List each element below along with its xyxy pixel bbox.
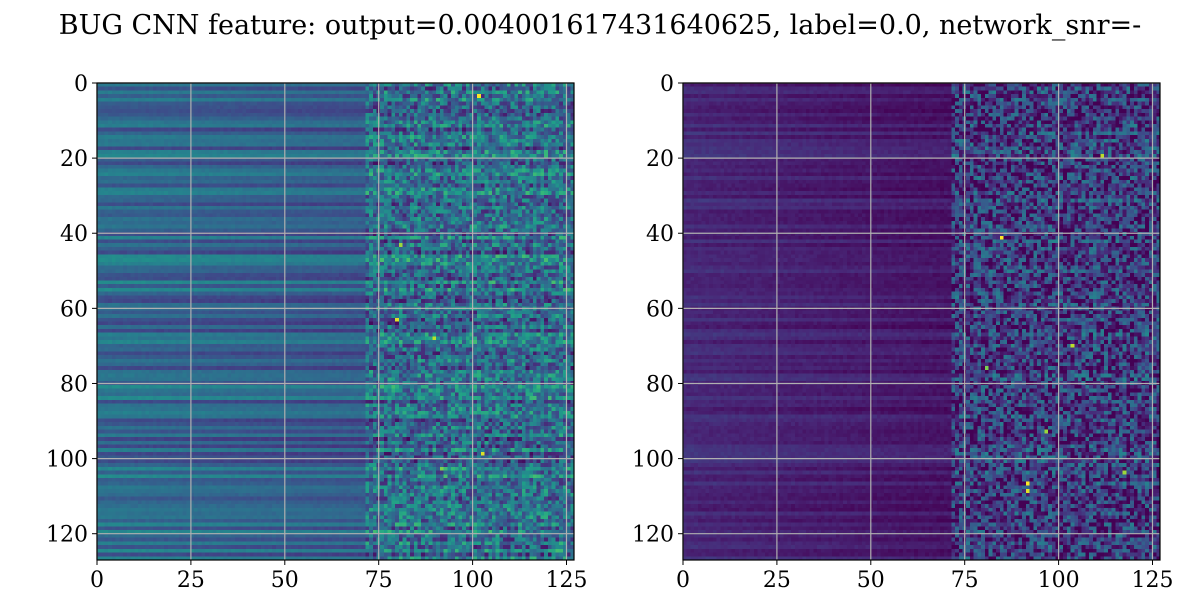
y-tick-label: 0 bbox=[74, 72, 88, 97]
x-tick-label: 75 bbox=[951, 568, 979, 593]
figure-title: BUG CNN feature: output=0.00400161743164… bbox=[59, 10, 1142, 41]
y-tick-label: 0 bbox=[660, 72, 674, 97]
y-tick-label: 60 bbox=[60, 297, 88, 322]
y-tick-label: 40 bbox=[646, 222, 674, 247]
heatmap-image bbox=[97, 83, 574, 560]
x-tick-label: 125 bbox=[1131, 568, 1173, 593]
y-tick-label: 120 bbox=[632, 523, 674, 548]
x-tick-label: 75 bbox=[365, 568, 393, 593]
x-tick-label: 0 bbox=[90, 568, 104, 593]
y-tick-label: 60 bbox=[646, 297, 674, 322]
x-tick-label: 100 bbox=[452, 568, 494, 593]
y-tick-label: 20 bbox=[60, 147, 88, 172]
x-tick-label: 50 bbox=[857, 568, 885, 593]
y-tick-label: 80 bbox=[646, 372, 674, 397]
x-tick-label: 50 bbox=[271, 568, 299, 593]
y-tick-label: 100 bbox=[46, 448, 88, 473]
heatmap-panel-left: 0 25 50 75 100 125 0 20 40 60 80 100 120 bbox=[46, 72, 587, 593]
x-tick-label: 0 bbox=[676, 568, 690, 593]
y-tick-label: 120 bbox=[46, 523, 88, 548]
y-tick-label: 40 bbox=[60, 222, 88, 247]
x-tick-label: 25 bbox=[763, 568, 791, 593]
heatmap-panel-right: 0 25 50 75 100 125 0 20 40 60 80 100 120 bbox=[632, 72, 1173, 593]
heatmap-image bbox=[683, 83, 1160, 560]
y-tick-label: 20 bbox=[646, 147, 674, 172]
x-tick-label: 125 bbox=[545, 568, 587, 593]
x-tick-label: 25 bbox=[177, 568, 205, 593]
y-tick-label: 100 bbox=[632, 448, 674, 473]
x-tick-label: 100 bbox=[1038, 568, 1080, 593]
axes-frame bbox=[96, 82, 575, 561]
y-tick-label: 80 bbox=[60, 372, 88, 397]
axes-frame bbox=[682, 82, 1161, 561]
